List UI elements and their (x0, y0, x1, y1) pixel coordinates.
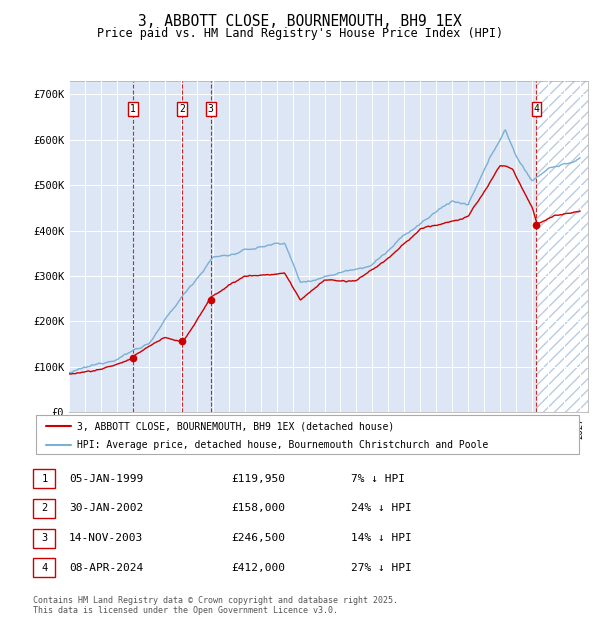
Text: 4: 4 (41, 563, 47, 573)
Text: £412,000: £412,000 (231, 563, 285, 573)
Text: 30-JAN-2002: 30-JAN-2002 (69, 503, 143, 513)
Text: 2: 2 (179, 104, 185, 114)
Text: 2: 2 (41, 503, 47, 513)
Text: £246,500: £246,500 (231, 533, 285, 543)
Text: 3, ABBOTT CLOSE, BOURNEMOUTH, BH9 1EX (detached house): 3, ABBOTT CLOSE, BOURNEMOUTH, BH9 1EX (d… (77, 421, 394, 431)
Text: 1: 1 (41, 474, 47, 484)
Text: Price paid vs. HM Land Registry's House Price Index (HPI): Price paid vs. HM Land Registry's House … (97, 27, 503, 40)
Text: 14% ↓ HPI: 14% ↓ HPI (351, 533, 412, 543)
FancyBboxPatch shape (34, 559, 55, 577)
Text: £158,000: £158,000 (231, 503, 285, 513)
Text: 4: 4 (533, 104, 539, 114)
Text: 3: 3 (41, 533, 47, 543)
Text: 3: 3 (208, 104, 214, 114)
Text: 14-NOV-2003: 14-NOV-2003 (69, 533, 143, 543)
FancyBboxPatch shape (34, 529, 55, 547)
Text: 27% ↓ HPI: 27% ↓ HPI (351, 563, 412, 573)
Text: £119,950: £119,950 (231, 474, 285, 484)
Text: 7% ↓ HPI: 7% ↓ HPI (351, 474, 405, 484)
Text: 08-APR-2024: 08-APR-2024 (69, 563, 143, 573)
FancyBboxPatch shape (34, 469, 55, 488)
Text: 24% ↓ HPI: 24% ↓ HPI (351, 503, 412, 513)
Text: 05-JAN-1999: 05-JAN-1999 (69, 474, 143, 484)
Text: 3, ABBOTT CLOSE, BOURNEMOUTH, BH9 1EX: 3, ABBOTT CLOSE, BOURNEMOUTH, BH9 1EX (138, 14, 462, 29)
Text: 1: 1 (130, 104, 136, 114)
FancyBboxPatch shape (36, 415, 579, 454)
Text: Contains HM Land Registry data © Crown copyright and database right 2025.
This d: Contains HM Land Registry data © Crown c… (33, 596, 398, 615)
Text: HPI: Average price, detached house, Bournemouth Christchurch and Poole: HPI: Average price, detached house, Bour… (77, 440, 488, 450)
FancyBboxPatch shape (34, 499, 55, 518)
